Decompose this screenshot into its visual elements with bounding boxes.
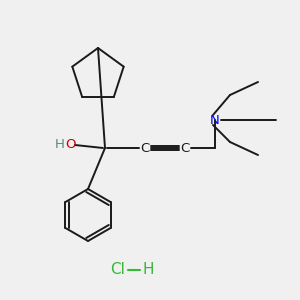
Text: C: C xyxy=(180,142,190,154)
Text: N: N xyxy=(210,113,220,127)
Text: H: H xyxy=(142,262,154,278)
Text: O: O xyxy=(65,139,75,152)
Text: H: H xyxy=(55,139,65,152)
Text: Cl: Cl xyxy=(111,262,125,278)
Text: C: C xyxy=(140,142,150,154)
